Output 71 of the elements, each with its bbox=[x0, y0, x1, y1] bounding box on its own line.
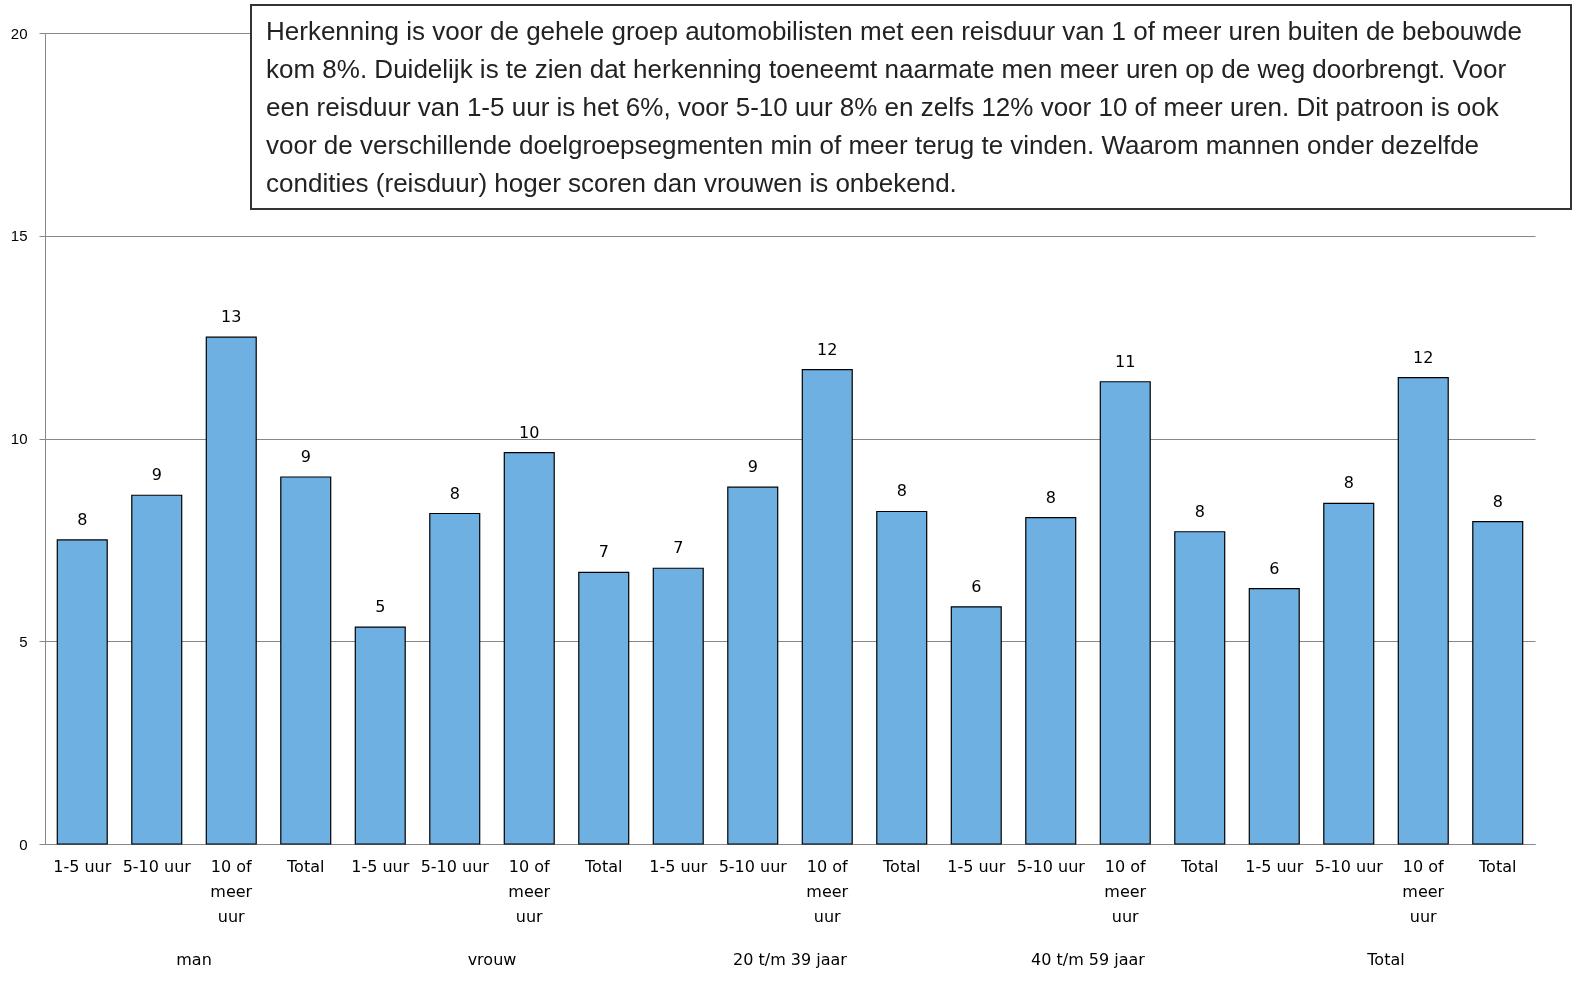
x-tick-label: 10 of meer uur bbox=[1402, 856, 1445, 926]
x-tick-label: Total bbox=[882, 856, 921, 876]
x-tick-label: 5-10 uur bbox=[1314, 856, 1384, 876]
bar bbox=[503, 452, 555, 845]
data-label: 12 bbox=[817, 339, 838, 359]
bar bbox=[950, 606, 1002, 845]
bar bbox=[1099, 381, 1151, 845]
bar bbox=[1397, 377, 1449, 845]
data-label: 8 bbox=[449, 483, 460, 503]
text: 40 t/m 59 jaar bbox=[1031, 950, 1146, 969]
x-tick-label: 5-10 uur bbox=[420, 856, 490, 876]
x-tick-label: Total bbox=[286, 856, 325, 876]
bar bbox=[56, 539, 108, 845]
bar bbox=[801, 368, 853, 845]
bar bbox=[578, 571, 630, 845]
bar bbox=[1174, 531, 1226, 845]
y-tick-label: 20 bbox=[10, 24, 28, 42]
data-label: 8 bbox=[896, 481, 907, 501]
x-tick-label: 1-5 uur bbox=[53, 856, 112, 876]
data-label: 8 bbox=[1194, 501, 1205, 521]
x-tick-label: 10 of meer uur bbox=[1104, 856, 1147, 926]
data-label: 9 bbox=[747, 457, 758, 477]
bar bbox=[354, 626, 406, 845]
y-tick-label: 15 bbox=[10, 227, 28, 245]
x-tick-label: 10 of meer uur bbox=[508, 856, 551, 926]
x-tick-label: 10 of meer uur bbox=[210, 856, 253, 926]
x-tick-label: Total bbox=[1478, 856, 1517, 876]
x-tick-label: Total bbox=[584, 856, 623, 876]
bar bbox=[876, 510, 928, 845]
x-tick-label: 5-10 uur bbox=[718, 856, 788, 876]
bar bbox=[727, 486, 779, 845]
annotation: Herkenning is voor de gehele groep automobilisten met een reisduur van 1 of meer uren buiten de bebouwde kom 8%. Duidelijk is te zien dat herkenning toeneemt naarmate men meer uren op de weg doorbrengt. Voor een reisduur van 1-5 uur is het 6%, voor 5-10 uur 8% en zelfs 12% voor 10 of meer uren. Dit patroon is ook voor de verschillende doelgroepsegmenten min of meer terug te vinden. Waarom mannen onder dezelfde condities (reisduur) hoger scoren dan vrouwen is onbekend. bbox=[250, 4, 1572, 210]
bar bbox=[652, 567, 704, 845]
x-tick-label: 1-5 uur bbox=[351, 856, 410, 876]
data-label: 9 bbox=[151, 465, 162, 485]
bar bbox=[1248, 587, 1300, 845]
data-label: 8 bbox=[1045, 487, 1056, 507]
data-label: 5 bbox=[375, 597, 386, 617]
bar bbox=[429, 512, 481, 845]
x-tick-label: 10 of meer uur bbox=[806, 856, 849, 926]
data-label: 8 bbox=[1343, 473, 1354, 493]
data-label: 11 bbox=[1115, 351, 1136, 371]
bar bbox=[280, 476, 332, 845]
y-tick-label: 5 bbox=[19, 632, 28, 650]
bar bbox=[1472, 521, 1524, 845]
text: vrouw bbox=[467, 950, 517, 969]
data-label: 12 bbox=[1413, 347, 1434, 367]
x-tick-label: 1-5 uur bbox=[649, 856, 708, 876]
text: Total bbox=[1366, 950, 1405, 969]
bar bbox=[1323, 502, 1375, 845]
bar bbox=[1025, 516, 1077, 845]
x-tick-label: 1-5 uur bbox=[947, 856, 1006, 876]
y-tick-label: 0 bbox=[19, 835, 28, 853]
x-tick-label: 5-10 uur bbox=[1016, 856, 1086, 876]
x-tick-label: 1-5 uur bbox=[1245, 856, 1304, 876]
data-label: 7 bbox=[673, 538, 684, 558]
text: man bbox=[176, 950, 212, 969]
y-tick-label: 10 bbox=[10, 430, 28, 447]
bar bbox=[205, 336, 257, 845]
data-label: 8 bbox=[77, 509, 88, 529]
data-label: 9 bbox=[300, 447, 311, 467]
data-label: 6 bbox=[971, 576, 982, 596]
x-tick-label: 5-10 uur bbox=[122, 856, 192, 876]
data-label: 13 bbox=[221, 307, 242, 327]
bar bbox=[131, 494, 183, 845]
data-label: 7 bbox=[598, 542, 609, 562]
data-label: 6 bbox=[1269, 558, 1280, 578]
data-label: 10 bbox=[519, 422, 540, 442]
data-label: 8 bbox=[1492, 491, 1503, 511]
x-tick-label: Total bbox=[1180, 856, 1219, 876]
text: 20 t/m 39 jaar bbox=[733, 950, 848, 969]
